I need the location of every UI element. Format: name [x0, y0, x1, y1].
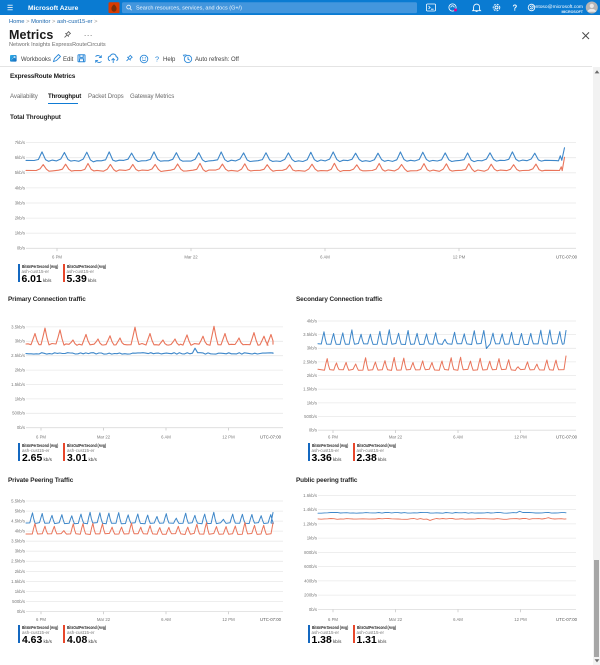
svg-text:1.6kb/s: 1.6kb/s: [303, 493, 317, 498]
svg-text:UTC-07:00: UTC-07:00: [556, 617, 578, 622]
svg-text:?: ?: [155, 55, 159, 64]
svg-text:7kb/s: 7kb/s: [15, 140, 25, 145]
svg-text:0b/s: 0b/s: [309, 428, 317, 433]
svg-text:Mar 22: Mar 22: [389, 617, 403, 622]
svg-text:6 PM: 6 PM: [328, 434, 338, 439]
svg-text:1.5kb/s: 1.5kb/s: [303, 387, 317, 392]
svg-text:3.5kb/s: 3.5kb/s: [303, 332, 317, 337]
svg-text:12 PM: 12 PM: [514, 617, 527, 622]
svg-text:1.2kb/s: 1.2kb/s: [303, 521, 317, 526]
svg-text:1kb/s: 1kb/s: [15, 589, 25, 594]
svg-text:12 PM: 12 PM: [222, 617, 235, 622]
svg-text:UTC-07:00: UTC-07:00: [260, 434, 282, 439]
svg-text:6 AM: 6 AM: [453, 617, 463, 622]
svg-text:3.5kb/s: 3.5kb/s: [11, 324, 25, 329]
svg-text:4.5kb/s: 4.5kb/s: [11, 519, 25, 524]
svg-text:2kb/s: 2kb/s: [15, 569, 25, 574]
svg-text:600b/s: 600b/s: [304, 564, 317, 569]
svg-text:1kb/s: 1kb/s: [15, 231, 25, 236]
svg-text:1.5kb/s: 1.5kb/s: [11, 579, 25, 584]
svg-text:0b/s: 0b/s: [309, 607, 317, 612]
svg-text:Mar 22: Mar 22: [389, 434, 403, 439]
svg-text:Edit: Edit: [63, 57, 74, 63]
svg-text:Mar 22: Mar 22: [97, 434, 111, 439]
svg-text:12 PM: 12 PM: [514, 434, 527, 439]
svg-text:2kb/s: 2kb/s: [307, 373, 317, 378]
svg-text:MICROSOFT: MICROSOFT: [561, 10, 583, 14]
svg-text:Workbooks: Workbooks: [21, 57, 51, 63]
svg-text:Mar 22: Mar 22: [184, 255, 198, 260]
svg-text:800b/s: 800b/s: [304, 550, 317, 555]
svg-text:Help: Help: [163, 57, 176, 63]
svg-text:1.4kb/s: 1.4kb/s: [303, 507, 317, 512]
svg-text:6 AM: 6 AM: [320, 255, 330, 260]
svg-text:1kb/s: 1kb/s: [15, 396, 25, 401]
svg-text:6 PM: 6 PM: [52, 255, 62, 260]
svg-text:4kb/s: 4kb/s: [15, 185, 25, 190]
svg-text:5kb/s: 5kb/s: [15, 170, 25, 175]
svg-text:5.5kb/s: 5.5kb/s: [11, 498, 25, 503]
svg-text:500b/s: 500b/s: [304, 414, 317, 419]
svg-text:12 PM: 12 PM: [222, 434, 235, 439]
svg-text:6 PM: 6 PM: [36, 434, 46, 439]
svg-text:4kb/s: 4kb/s: [15, 529, 25, 534]
svg-text:200b/s: 200b/s: [304, 593, 317, 598]
svg-text:0b/s: 0b/s: [17, 609, 25, 614]
svg-text:0b/s: 0b/s: [17, 246, 25, 251]
svg-text:3kb/s: 3kb/s: [307, 346, 317, 351]
svg-text:400b/s: 400b/s: [304, 578, 317, 583]
svg-text:2kb/s: 2kb/s: [15, 368, 25, 373]
svg-text:5kb/s: 5kb/s: [15, 509, 25, 514]
svg-text:6kb/s: 6kb/s: [15, 155, 25, 160]
svg-text:?: ?: [513, 3, 518, 12]
svg-text:6 AM: 6 AM: [161, 434, 171, 439]
svg-text:1.5kb/s: 1.5kb/s: [11, 382, 25, 387]
svg-text:2kb/s: 2kb/s: [15, 216, 25, 221]
svg-text:1kb/s: 1kb/s: [307, 536, 317, 541]
svg-text:3kb/s: 3kb/s: [15, 200, 25, 205]
svg-text:contoso@microsoft.com: contoso@microsoft.com: [530, 4, 583, 10]
svg-text:500b/s: 500b/s: [12, 411, 25, 416]
svg-text:0b/s: 0b/s: [17, 425, 25, 430]
svg-text:Mar 22: Mar 22: [97, 617, 111, 622]
svg-text:Auto refresh: Off: Auto refresh: Off: [195, 57, 239, 63]
svg-text:UTC-07:00: UTC-07:00: [556, 434, 578, 439]
svg-text:3kb/s: 3kb/s: [15, 339, 25, 344]
svg-text:4kb/s: 4kb/s: [307, 318, 317, 323]
svg-text:6 PM: 6 PM: [328, 617, 338, 622]
svg-text:6 AM: 6 AM: [453, 434, 463, 439]
svg-text:Microsoft Azure: Microsoft Azure: [28, 5, 79, 12]
svg-text:Search resources, services, an: Search resources, services, and docs (G+…: [136, 6, 242, 12]
svg-text:UTC-07:00: UTC-07:00: [260, 617, 282, 622]
svg-text:3.5kb/s: 3.5kb/s: [11, 539, 25, 544]
svg-text:UTC-07:00: UTC-07:00: [556, 255, 578, 260]
svg-text:1kb/s: 1kb/s: [307, 400, 317, 405]
svg-text:3kb/s: 3kb/s: [15, 549, 25, 554]
svg-text:6 AM: 6 AM: [161, 617, 171, 622]
svg-text:2.5kb/s: 2.5kb/s: [303, 359, 317, 364]
svg-text:12 PM: 12 PM: [453, 255, 466, 260]
svg-text:500b/s: 500b/s: [12, 599, 25, 604]
svg-text:6 PM: 6 PM: [36, 617, 46, 622]
svg-text:2.5kb/s: 2.5kb/s: [11, 353, 25, 358]
svg-text:2.5kb/s: 2.5kb/s: [11, 559, 25, 564]
